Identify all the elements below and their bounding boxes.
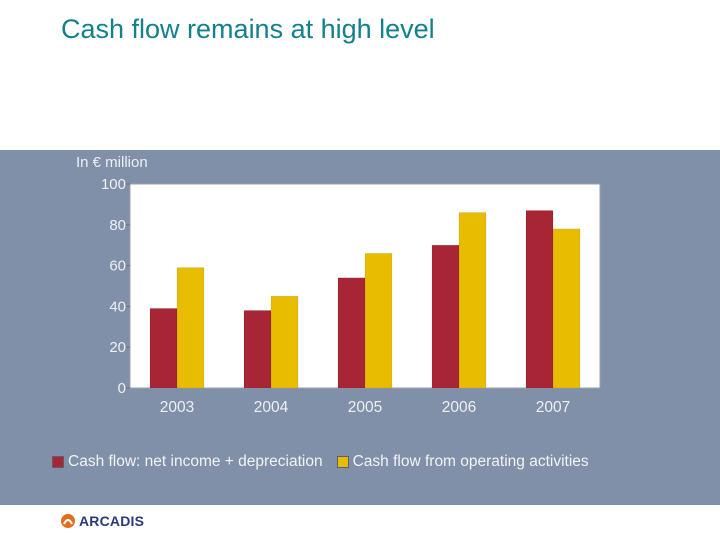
bar-2006-series-2 <box>458 212 487 389</box>
legend: Cash flow: net income + depreciation Cas… <box>52 452 603 472</box>
y-tick-label: 60 <box>109 258 126 275</box>
bar-2006-series-1 <box>431 244 460 389</box>
x-tick-label: 2003 <box>160 399 194 416</box>
x-axis: 2003 2004 2005 2006 2007 <box>160 399 570 416</box>
legend-item-series-2: Cash flow from operating activities <box>336 453 589 471</box>
y-tick-label: 40 <box>109 298 126 315</box>
bar-2003-series-1 <box>149 308 178 389</box>
bar-2004-series-2 <box>270 295 299 389</box>
y-tick-label: 80 <box>109 217 126 234</box>
bar-2005-series-1 <box>337 277 366 389</box>
legend-swatch-series-1 <box>52 456 64 468</box>
bar-2007-series-1 <box>525 210 554 389</box>
y-tick-label: 100 <box>101 176 126 193</box>
y-tick-label: 20 <box>109 339 126 356</box>
y-axis-unit-label: In € million <box>76 154 148 171</box>
company-logo: ARCADIS <box>60 513 144 529</box>
legend-swatch-series-2 <box>336 456 349 468</box>
slide-title: Cash flow remains at high level <box>61 14 435 44</box>
legend-label-series-2: Cash flow from operating activities <box>352 453 589 470</box>
bar-2007-series-2 <box>552 228 581 389</box>
bar-2003-series-2 <box>176 267 205 389</box>
x-tick-label: 2005 <box>348 399 382 416</box>
arcadis-logo-icon <box>61 514 75 528</box>
logo-text: ARCADIS <box>79 513 145 529</box>
y-axis: 0 20 40 60 80 100 <box>101 176 130 397</box>
legend-label-series-1: Cash flow: net income + depreciation <box>68 453 323 470</box>
bars <box>149 210 581 389</box>
y-tick-label: 0 <box>118 380 126 397</box>
x-tick-label: 2006 <box>442 399 476 416</box>
bar-2004-series-1 <box>243 310 272 389</box>
x-tick-label: 2007 <box>536 399 570 416</box>
legend-item-series-1: Cash flow: net income + depreciation <box>52 453 323 471</box>
x-tick-label: 2004 <box>254 399 289 416</box>
bar-2005-series-2 <box>364 253 393 389</box>
